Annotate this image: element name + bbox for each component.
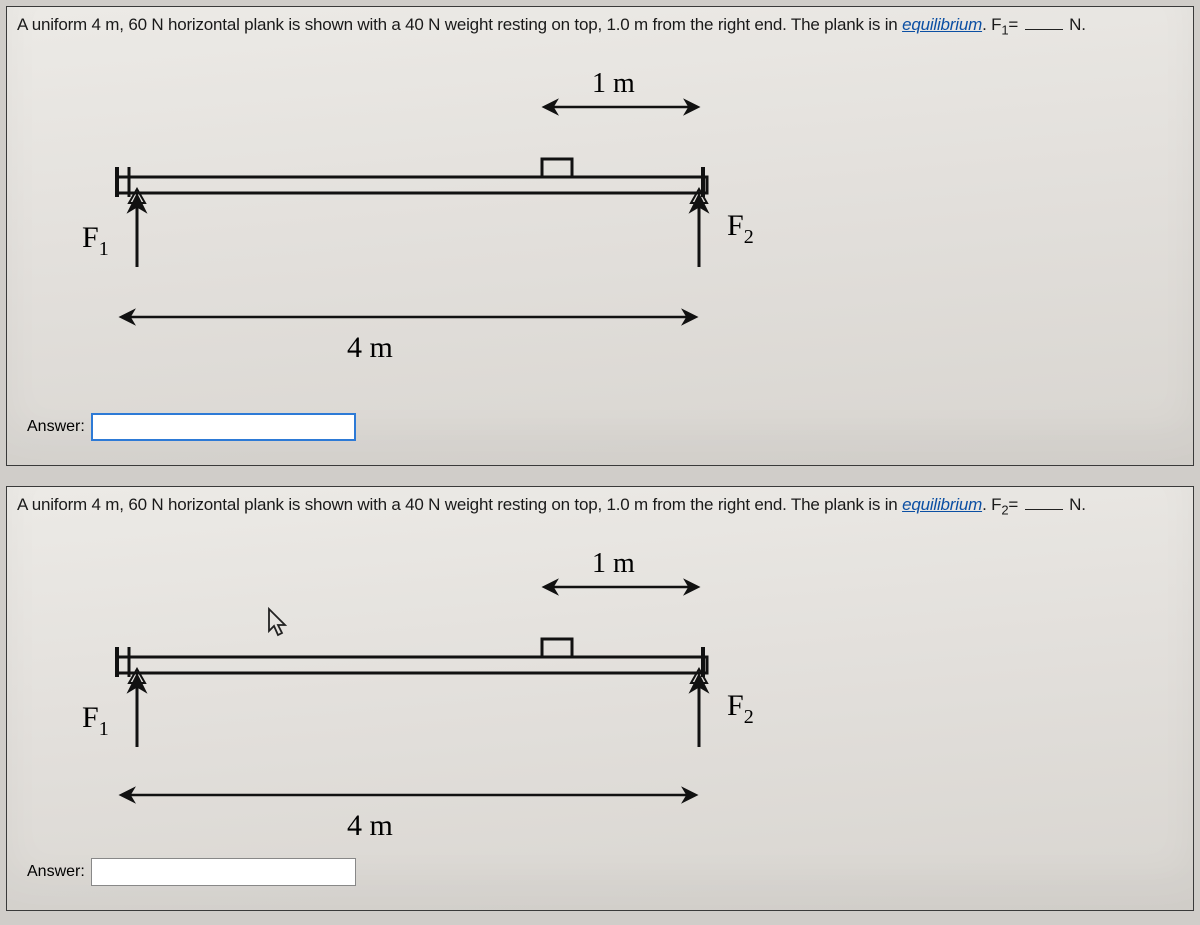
prompt-text-a: A uniform 4 m, 60 N horizontal plank is … [17, 15, 902, 34]
unit-text: N. [1065, 495, 1086, 514]
prompt-text-a: A uniform 4 m, 60 N horizontal plank is … [17, 495, 902, 514]
prompt-text-c: = [1008, 495, 1022, 514]
answer-row: Answer: [27, 413, 356, 441]
dim-4m-label: 4 m [347, 809, 393, 842]
prompt-text-b: . F [982, 15, 1001, 34]
f2-label: F2 [727, 209, 754, 248]
question-prompt: A uniform 4 m, 60 N horizontal plank is … [17, 495, 1183, 517]
f2-label: F2 [727, 689, 754, 728]
plank-diagram: F1 F2 1 m 4 m [47, 547, 847, 857]
answer-label: Answer: [27, 863, 85, 881]
blank-line [1025, 29, 1063, 30]
blank-line [1025, 509, 1063, 510]
dim-4m-label: 4 m [347, 331, 393, 364]
dim-1m-label: 1 m [592, 548, 635, 579]
plank-diagram: F1 F2 1 m 4 m [47, 67, 847, 397]
equilibrium-link[interactable]: equilibrium [902, 15, 982, 34]
question-block-1: A uniform 4 m, 60 N horizontal plank is … [6, 6, 1194, 466]
prompt-text-c: = [1008, 15, 1022, 34]
question-block-2: A uniform 4 m, 60 N horizontal plank is … [6, 486, 1194, 911]
prompt-text-b: . F [982, 495, 1001, 514]
equilibrium-link[interactable]: equilibrium [902, 495, 982, 514]
answer-input[interactable] [91, 858, 356, 886]
answer-row: Answer: [27, 858, 356, 886]
f1-label: F1 [82, 221, 109, 260]
cursor-icon [269, 609, 285, 635]
unit-text: N. [1065, 15, 1086, 34]
question-prompt: A uniform 4 m, 60 N horizontal plank is … [17, 15, 1183, 37]
dim-1m-label: 1 m [592, 68, 635, 99]
answer-label: Answer: [27, 418, 85, 436]
answer-input[interactable] [91, 413, 356, 441]
f1-label: F1 [82, 701, 109, 740]
